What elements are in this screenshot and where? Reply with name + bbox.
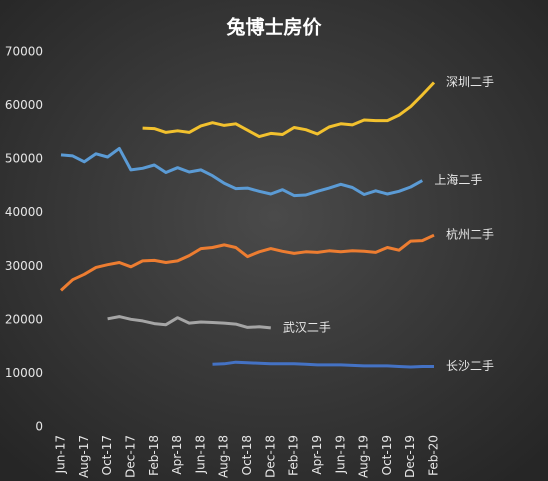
series-label: 武汉二手 (283, 320, 331, 334)
x-tick-label: Dec-19 (403, 435, 417, 478)
series-line (60, 146, 424, 198)
y-tick-label: 40000 (5, 205, 43, 219)
y-tick-label: 0 (35, 420, 43, 434)
x-tick-label: Apr-18 (170, 435, 184, 475)
y-tick-label: 60000 (5, 98, 43, 112)
series-line (107, 315, 271, 330)
x-tick-label: Apr-19 (310, 435, 324, 475)
series-label: 长沙二手 (446, 359, 494, 373)
x-tick-label: Jun-18 (193, 435, 207, 474)
x-tick-label: Jun-17 (54, 435, 68, 474)
y-tick-label: 10000 (5, 366, 43, 380)
x-tick-label: Aug-19 (357, 435, 371, 478)
x-tick-label: Feb-19 (287, 435, 301, 476)
series-line (212, 360, 434, 369)
x-tick-label: Oct-17 (100, 435, 114, 475)
x-tick-label: Feb-18 (147, 435, 161, 476)
y-tick-label: 70000 (5, 45, 43, 59)
series-label: 深圳二手 (446, 75, 494, 89)
y-tick-label: 30000 (5, 259, 43, 273)
y-tick-label: 50000 (5, 152, 43, 166)
x-tick-label: Dec-18 (263, 435, 277, 478)
series-label: 杭州二手 (446, 227, 494, 242)
x-tick-label: Aug-17 (77, 435, 91, 478)
series-line (142, 81, 436, 139)
x-tick-label: Jun-19 (333, 435, 347, 474)
chart-title: 兔博士房价 (225, 16, 322, 39)
x-tick-label: Oct-19 (380, 435, 394, 475)
series-label: 上海二手 (434, 172, 482, 187)
x-tick-label: Oct-18 (240, 435, 254, 475)
y-tick-label: 20000 (5, 312, 43, 326)
x-tick-label: Aug-18 (217, 435, 231, 478)
x-tick-label: Feb-20 (427, 435, 441, 476)
x-tick-label: Dec-17 (123, 435, 137, 478)
series-line (59, 233, 435, 292)
